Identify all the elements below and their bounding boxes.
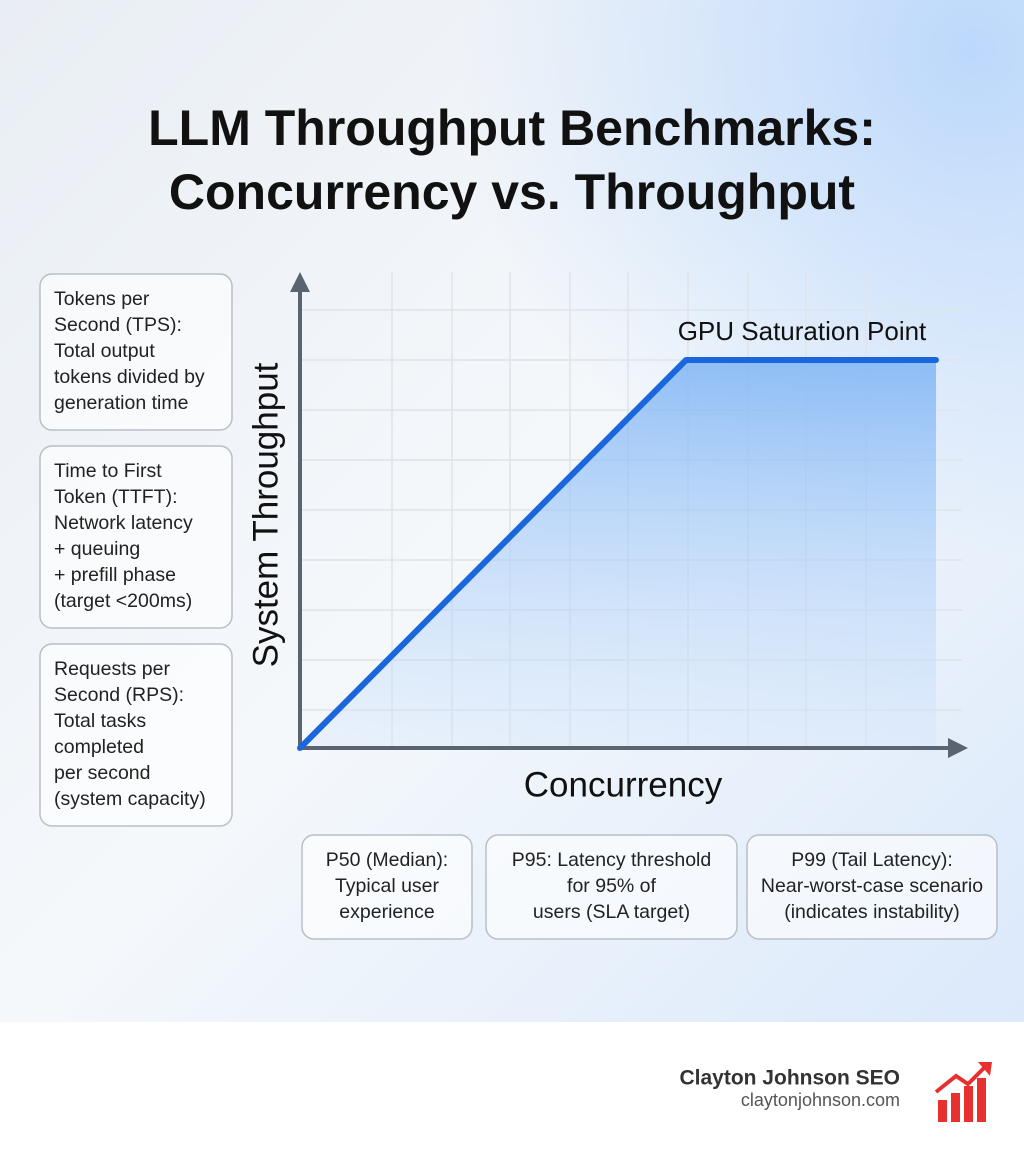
throughput-line <box>297 357 939 751</box>
bottom-box <box>746 834 998 940</box>
bottom-box-text: for 95% of <box>567 875 656 897</box>
side-box-text: Network latency <box>54 512 193 534</box>
bottom-box-text: P95: Latency threshold <box>512 849 711 871</box>
side-box-text: + prefill phase <box>54 564 176 586</box>
x-axis-label: Concurrency <box>524 765 723 804</box>
side-box-text: tokens divided by <box>54 366 205 388</box>
title: Concurrency vs. Throughput <box>169 164 856 220</box>
side-box-text: Time to First <box>54 460 162 482</box>
logo <box>934 1062 992 1122</box>
title: LLM Throughput Benchmarks: <box>148 100 876 156</box>
side-box-text: Second (TPS): <box>54 314 182 336</box>
bottom-box-text: (indicates instability) <box>784 901 960 923</box>
bottom-box <box>485 834 738 940</box>
brand: Clayton Johnson SEO <box>679 1067 900 1090</box>
side-box-text: per second <box>54 762 150 784</box>
side-box-text: Tokens per <box>54 288 150 310</box>
bottom-box-text: users (SLA target) <box>533 901 690 923</box>
bottom-box-text: Typical user <box>335 875 440 897</box>
side-box-text: (target <200ms) <box>54 590 192 612</box>
side-box-text: (system capacity) <box>54 788 206 810</box>
side-box <box>39 643 233 827</box>
side-box-text: Total output <box>54 340 155 362</box>
bottom-box-text: P50 (Median): <box>326 849 448 871</box>
side-box-text: Total tasks <box>54 710 146 732</box>
side-box-text: Requests per <box>54 658 170 680</box>
bottom-box-text: Near-worst-case scenario <box>761 875 983 897</box>
bottom-box <box>301 834 473 940</box>
bottom-box-text: experience <box>339 901 434 923</box>
area-fill <box>300 360 936 748</box>
side-box-text: Token (TTFT): <box>54 486 178 508</box>
y-axis-label: System Throughput <box>246 362 285 667</box>
annotation: GPU Saturation Point <box>678 316 927 346</box>
side-box-text: completed <box>54 736 144 758</box>
footer-bg <box>0 1022 1024 1154</box>
side-box <box>39 445 233 629</box>
url: claytonjohnson.com <box>741 1090 900 1110</box>
side-box <box>39 273 233 431</box>
bottom-box-text: P99 (Tail Latency): <box>791 849 953 871</box>
side-box-text: generation time <box>54 392 188 414</box>
side-box-text: + queuing <box>54 538 140 560</box>
side-box-text: Second (RPS): <box>54 684 184 706</box>
